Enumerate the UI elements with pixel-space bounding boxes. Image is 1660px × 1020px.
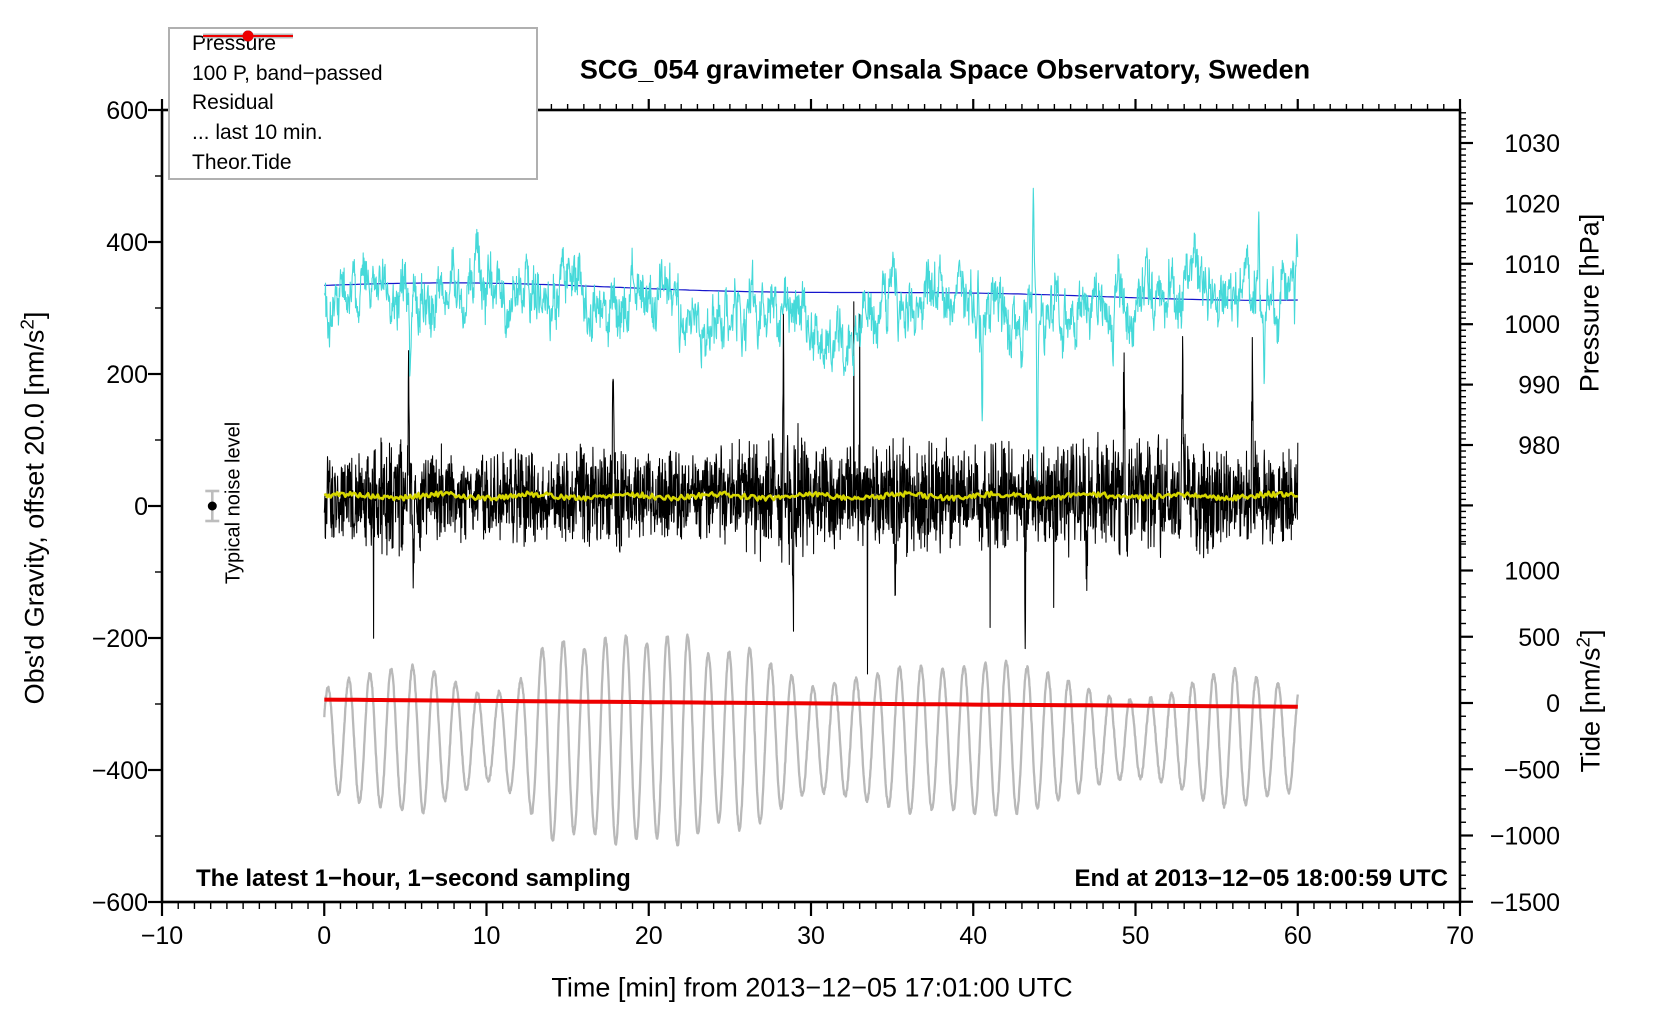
noise-level-label: Typical noise level xyxy=(222,421,245,585)
tide-tick-label: 0 xyxy=(1546,690,1560,718)
legend-item-4: Theor.Tide xyxy=(170,30,536,177)
gravity-tick-label: 600 xyxy=(106,97,148,125)
legend-label: ... last 10 min. xyxy=(192,121,323,145)
gravity-tick-label: 200 xyxy=(106,361,148,389)
x-tick-label: 60 xyxy=(1284,922,1312,950)
left-axis-title-sup: 2 xyxy=(17,319,39,330)
left-axis-title-text: Obs'd Gravity, offset 20.0 [nm/s xyxy=(19,329,50,705)
noise-level-marker xyxy=(205,489,220,523)
residual-series xyxy=(323,301,1299,675)
legend: Pressure 100 P, band−passed Residual... la… xyxy=(168,27,538,180)
tide-tick-label: −1500 xyxy=(1490,889,1560,917)
x-tick-label: 50 xyxy=(1122,922,1150,950)
left-axis-title: Obs'd Gravity, offset 20.0 [nm/s2] xyxy=(18,312,51,705)
plot-frame xyxy=(160,108,1462,904)
legend-marker-dot xyxy=(242,30,254,42)
pressure-tick-label: 1020 xyxy=(1504,190,1560,218)
legend-label: 100 P, band−passed xyxy=(192,61,383,85)
x-tick-label: 20 xyxy=(635,922,663,950)
tide-axis-title: Tide [nm/s2] xyxy=(1574,629,1607,772)
tide-tick-label: −1000 xyxy=(1490,823,1560,851)
gravity-tick-label: −200 xyxy=(92,625,148,653)
tide-tick-label: −500 xyxy=(1504,756,1560,784)
sampling-note: The latest 1−hour, 1−second sampling xyxy=(196,865,631,892)
pressure-tick-label: 1030 xyxy=(1504,130,1560,158)
x-tick-label: 30 xyxy=(797,922,825,950)
pressure-tick-label: 1000 xyxy=(1504,311,1560,339)
x-tick-label: 10 xyxy=(473,922,501,950)
last-10-min-series xyxy=(323,633,1299,847)
x-axis-title: Time [min] from 2013−12−05 17:01:00 UTC xyxy=(551,972,1073,1003)
legend-label: Residual xyxy=(192,91,274,115)
pressure-tick-label: 980 xyxy=(1518,432,1560,460)
legend-item-3: ... last 10 min. xyxy=(170,33,536,147)
pressure-axis-title: Pressure [hPa] xyxy=(1574,213,1605,393)
pressure-tick-label: 1010 xyxy=(1504,251,1560,279)
tide-axis-title-text: Tide [nm/s xyxy=(1575,647,1606,773)
residual-smooth-series xyxy=(323,490,1299,502)
tide-tick-label: 500 xyxy=(1518,624,1560,652)
tide-tick-label: 1000 xyxy=(1504,558,1560,586)
end-time-note: End at 2013−12−05 18:00:59 UTC xyxy=(1074,865,1448,892)
tide-axis-title-close: ] xyxy=(1575,629,1606,637)
noise-level-dot xyxy=(207,501,217,511)
left-axis-title-close: ] xyxy=(19,311,50,320)
gravity-tick-label: −600 xyxy=(92,889,148,917)
gravity-tick-label: 0 xyxy=(134,493,148,521)
theor-tide-series xyxy=(324,697,1298,709)
legend-label: Theor.Tide xyxy=(192,151,292,175)
legend-item-1: 100 P, band−passed xyxy=(170,30,536,88)
legend-item-2: Residual xyxy=(170,33,536,117)
gravity-tick-label: 400 xyxy=(106,229,148,257)
chart-title: SCG_054 gravimeter Onsala Space Observat… xyxy=(579,54,1311,85)
tide-axis-title-sup: 2 xyxy=(1573,636,1595,648)
data-series xyxy=(323,187,1299,847)
x-tick-label: 40 xyxy=(959,922,987,950)
pressure-tick-label: 990 xyxy=(1518,372,1560,400)
x-tick-label: 0 xyxy=(317,922,331,950)
gravity-tick-label: −400 xyxy=(92,757,148,785)
legend-sample-line xyxy=(203,30,293,42)
band-passed-series xyxy=(323,187,1299,482)
x-tick-label: 70 xyxy=(1446,922,1474,950)
x-tick-label: −10 xyxy=(141,922,183,950)
axes-frame: −10 0 10 20 30 40 50 60 706004002000−200−400−600… xyxy=(92,97,1560,950)
